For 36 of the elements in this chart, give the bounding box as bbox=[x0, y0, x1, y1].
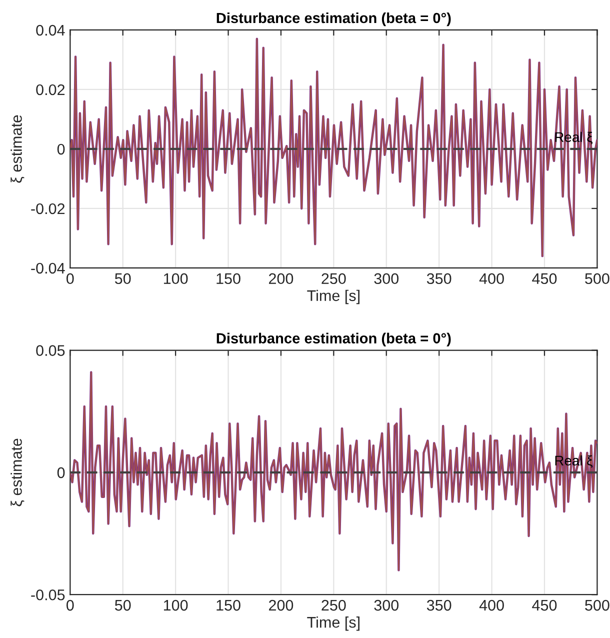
y-tick-label: -0.04 bbox=[31, 262, 65, 274]
x-axis-title: Time [s] bbox=[307, 616, 360, 631]
x-tick-label: 350 bbox=[426, 600, 452, 611]
y-tick-label: 0 bbox=[57, 144, 65, 155]
y-tick-label: -0.05 bbox=[31, 589, 65, 600]
x-tick-label: 500 bbox=[585, 273, 610, 284]
x-tick-label: 0 bbox=[66, 273, 74, 284]
x-tick-label: 100 bbox=[164, 600, 188, 611]
y-axis-title: ξ estimate bbox=[10, 115, 24, 183]
y-axis-title: ξ estimate bbox=[10, 438, 24, 506]
x-tick-label: 500 bbox=[585, 600, 610, 611]
y-tick-label: 0.05 bbox=[36, 345, 65, 356]
x-tick-label: 150 bbox=[216, 600, 240, 611]
x-tick-label: 450 bbox=[532, 600, 557, 611]
chart-title: Disturbance estimation (beta = 0°) bbox=[216, 332, 451, 346]
x-tick-label: 300 bbox=[374, 600, 399, 611]
x-tick-label: 150 bbox=[216, 273, 240, 284]
x-tick-label: 250 bbox=[322, 600, 346, 611]
x-tick-label: 450 bbox=[532, 273, 557, 284]
y-tick-label: 0.02 bbox=[36, 84, 65, 96]
x-tick-label: 400 bbox=[479, 600, 504, 611]
x-tick-label: 50 bbox=[114, 600, 131, 611]
x-tick-label: 50 bbox=[114, 273, 131, 284]
x-tick-label: 0 bbox=[66, 600, 74, 611]
y-tick-label: 0.04 bbox=[36, 24, 65, 36]
x-tick-label: 400 bbox=[479, 273, 504, 284]
y-tick-label: -0.02 bbox=[31, 203, 65, 214]
y-tick-label: 0 bbox=[57, 467, 65, 478]
x-tick-label: 200 bbox=[268, 273, 294, 284]
x-tick-label: 200 bbox=[268, 600, 294, 611]
chart-title: Disturbance estimation (beta = 0°) bbox=[216, 12, 451, 26]
x-axis-title: Time [s] bbox=[307, 290, 360, 304]
x-tick-label: 300 bbox=[374, 273, 399, 284]
x-tick-label: 100 bbox=[164, 273, 188, 284]
x-tick-label: 350 bbox=[426, 273, 452, 284]
x-tick-label: 250 bbox=[322, 273, 346, 284]
